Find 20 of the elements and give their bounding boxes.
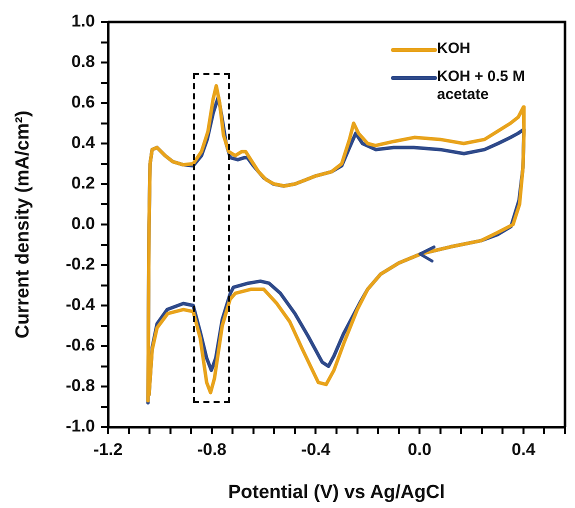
x-axis-title: Potential (V) vs Ag/AgCl [228, 482, 445, 503]
legend-label: KOH [437, 40, 472, 58]
x-tick-label: 0.4 [512, 440, 536, 459]
legend-label: KOH + 0.5 M acetate [437, 68, 526, 104]
y-tick-label: -0.6 [66, 336, 95, 355]
x-tick-label: -1.2 [93, 440, 123, 459]
y-tick-label: -1.0 [66, 416, 95, 436]
y-tick-label: -0.8 [66, 376, 95, 396]
y-tick-label: -0.2 [66, 254, 95, 274]
y-axis-title: Current density (mA/cm²) [12, 110, 34, 339]
y-tick-label: 0.6 [71, 92, 95, 112]
y-tick-label: 0.0 [71, 214, 95, 234]
x-tick-label: -0.4 [301, 440, 331, 459]
y-tick-label: 0.4 [71, 133, 96, 152]
x-tick-label: -0.8 [197, 440, 227, 459]
y-tick-label: -0.4 [66, 295, 96, 314]
y-tick-label: 0.2 [71, 174, 95, 193]
x-tick-label: 0.0 [408, 440, 432, 459]
y-tick-label: 0.8 [71, 52, 95, 72]
y-tick-label: 1.0 [71, 12, 95, 31]
